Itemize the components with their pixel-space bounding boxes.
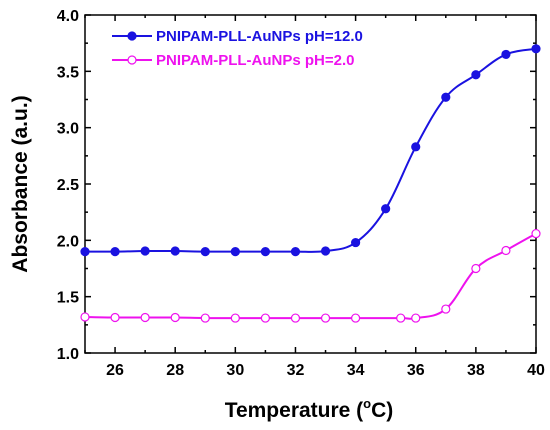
series-line xyxy=(84,47,537,253)
legend-entry: PNIPAM-PLL-AuNPs pH=12.0 xyxy=(112,28,363,45)
x-tick-label: 30 xyxy=(226,362,244,379)
data-point xyxy=(140,312,150,323)
axis-ticks xyxy=(84,14,537,354)
data-point xyxy=(290,313,301,323)
data-point xyxy=(441,92,451,102)
legend-label: PNIPAM-PLL-AuNPs pH=12.0 xyxy=(156,28,363,45)
data-point xyxy=(290,247,301,257)
data-point xyxy=(471,263,481,274)
data-point xyxy=(351,313,361,323)
y-tick-label: 4.0 xyxy=(57,8,79,25)
y-axis-title: Absorbance (a.u.) xyxy=(9,95,32,272)
x-tick-label: 38 xyxy=(467,362,485,379)
data-point xyxy=(230,313,240,323)
y-tick-label: 2.5 xyxy=(57,177,79,194)
series-1 xyxy=(80,44,541,257)
data-point xyxy=(80,247,90,257)
data-point xyxy=(260,247,270,257)
x-axis-title: Temperature (oC) xyxy=(225,396,394,422)
x-axis-title-degree: o xyxy=(363,396,371,411)
data-point xyxy=(396,313,406,323)
y-tick-label: 1.5 xyxy=(57,290,79,307)
data-point xyxy=(200,247,210,257)
data-point xyxy=(531,228,541,239)
data-point xyxy=(411,142,421,152)
y-tick-label: 2.0 xyxy=(57,233,79,250)
data-point xyxy=(471,70,481,80)
data-point xyxy=(411,313,421,323)
x-tick-label: 26 xyxy=(106,362,124,379)
y-tick-label: 3.5 xyxy=(57,64,79,81)
x-axis-title-unit: C) xyxy=(371,399,393,422)
x-tick-label: 32 xyxy=(287,362,305,379)
series-layer xyxy=(80,44,541,323)
legend-marker xyxy=(127,31,137,41)
data-point xyxy=(260,313,270,323)
data-point xyxy=(381,204,391,214)
x-tick-labels: 26 28 30 32 34 36 38 40 xyxy=(106,362,545,379)
data-point xyxy=(170,246,180,256)
y-tick-label: 3.0 xyxy=(57,121,79,138)
data-point xyxy=(501,49,511,60)
y-tick-label: 1.0 xyxy=(57,346,79,363)
data-point xyxy=(110,247,120,257)
series-line xyxy=(84,232,537,320)
legend-entry: PNIPAM-PLL-AuNPs pH=2.0 xyxy=(112,52,355,69)
data-point xyxy=(441,304,451,314)
data-point xyxy=(110,312,120,323)
data-point xyxy=(200,313,210,323)
data-point xyxy=(140,246,150,256)
data-point xyxy=(531,44,541,54)
data-point xyxy=(351,237,361,248)
data-point xyxy=(320,246,331,256)
y-tick-labels: 1.0 1.5 2.0 2.5 3.0 3.5 4.0 xyxy=(57,8,79,363)
x-tick-label: 36 xyxy=(407,362,425,379)
series-2 xyxy=(80,228,541,323)
legend: PNIPAM-PLL-AuNPs pH=12.0 PNIPAM-PLL-AuNPs… xyxy=(112,28,363,69)
data-point xyxy=(230,247,240,257)
x-tick-label: 28 xyxy=(166,362,184,379)
x-tick-label: 34 xyxy=(347,362,365,379)
data-point xyxy=(80,312,90,322)
data-point xyxy=(170,312,180,323)
data-point xyxy=(320,313,331,323)
x-axis-title-main: Temperature ( xyxy=(225,399,363,422)
x-tick-label: 40 xyxy=(527,362,545,379)
data-point xyxy=(501,245,511,256)
legend-marker xyxy=(127,55,137,65)
legend-label: PNIPAM-PLL-AuNPs pH=2.0 xyxy=(156,52,355,69)
